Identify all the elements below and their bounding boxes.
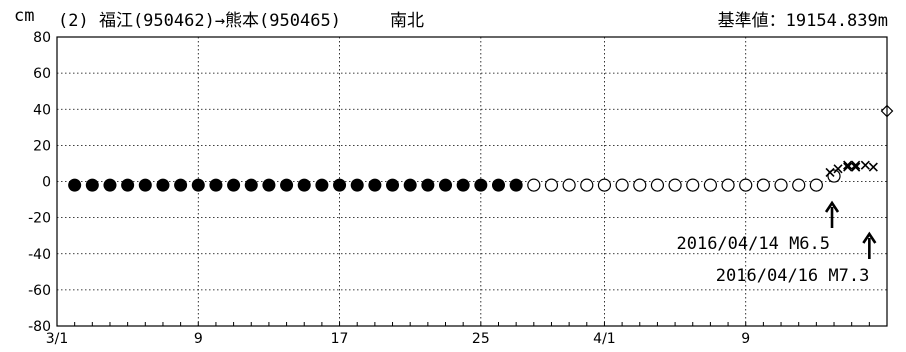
data-point-filled-circle <box>297 178 311 192</box>
data-point-x <box>860 160 870 170</box>
x-ticks: 3/1 9 17 25 4/1 9 <box>46 322 888 347</box>
x-tick-label: 9 <box>194 331 203 347</box>
y-tick-label: -80 <box>28 319 51 335</box>
y-tick-label: -40 <box>28 247 51 263</box>
data-point-open-circle <box>756 178 770 192</box>
data-point-x <box>825 167 835 178</box>
data-point-filled-circle <box>368 178 382 192</box>
data-point-filled-circle <box>386 178 400 192</box>
annotation-arrow-head <box>824 200 840 213</box>
data-point-open-circle <box>703 178 718 192</box>
y-tick-label: 60 <box>33 66 51 82</box>
data-point-filled-circle <box>315 178 329 192</box>
data-point-filled-circle <box>456 178 470 192</box>
y-tick-label: 20 <box>33 138 51 154</box>
data-point-filled-circle <box>491 178 505 192</box>
y-tick-label: 0 <box>42 175 51 191</box>
y-tick-label: -60 <box>28 283 51 299</box>
data-point-open-circle <box>544 178 559 192</box>
data-point-filled-circle <box>68 178 82 192</box>
annotation-arrow-head <box>862 231 877 244</box>
data-point-open-circle <box>580 178 594 192</box>
data-point-filled-circle <box>209 178 223 192</box>
data-point-open-circle <box>721 178 735 192</box>
data-point-filled-circle <box>474 178 488 192</box>
data-point-open-circle <box>809 178 823 192</box>
data-point-filled-circle <box>174 178 188 192</box>
x-tick-label: 3/1 <box>46 331 69 347</box>
data-point-filled-circle <box>156 178 170 192</box>
data-point-x <box>868 162 878 172</box>
annotation-label: 2016/04/14 M6.5 <box>676 234 830 254</box>
data-point-filled-circle <box>244 178 258 192</box>
data-point-filled-circle <box>191 178 205 192</box>
data-point-open-circle <box>686 178 700 192</box>
data-point-open-circle <box>774 178 788 192</box>
x-tick-label: 4/1 <box>593 331 616 347</box>
data-point-x <box>833 164 843 174</box>
data-point-x <box>851 160 861 170</box>
x-tick-label: 17 <box>331 331 349 347</box>
data-point-open-circle <box>792 178 806 192</box>
data-point-open-circle <box>668 178 682 192</box>
data-point-filled-circle <box>138 178 152 192</box>
data-point-filled-circle <box>121 178 135 192</box>
data-point-filled-circle <box>333 178 347 192</box>
data-point-open-circle <box>597 178 612 192</box>
data-point-open-circle <box>650 178 665 192</box>
plot-frame <box>56 36 888 327</box>
data-point-open-circle <box>633 178 647 192</box>
y-axis-unit: cm <box>14 6 35 26</box>
data-point-filled-circle <box>227 178 241 192</box>
data-point-open-circle <box>562 178 576 192</box>
data-point-filled-circle <box>421 178 435 192</box>
chart-direction: 南北 <box>390 11 424 31</box>
data-point-open-circle <box>527 178 541 192</box>
data-points <box>68 104 894 192</box>
annotation-label: 2016/04/16 M7.3 <box>716 266 870 286</box>
data-point-open-circle <box>615 178 629 192</box>
baseline-value: 基準値：19154.839m <box>717 11 888 31</box>
y-tick-label: -20 <box>28 211 51 227</box>
y-tick-label: 40 <box>33 102 51 118</box>
chart-title: (2) 福江(950462)→熊本(950465) <box>58 11 341 31</box>
data-point-x <box>851 162 861 172</box>
data-point-filled-circle <box>350 178 364 192</box>
data-point-filled-circle <box>439 178 453 192</box>
data-point-filled-circle <box>262 178 276 192</box>
data-point-filled-circle <box>509 178 523 192</box>
y-ticks: 80 60 40 20 0 -20 -40 -60 -80 <box>28 30 51 335</box>
x-tick-label: 25 <box>472 331 490 347</box>
y-tick-label: 80 <box>33 30 51 46</box>
data-point-x <box>843 162 853 172</box>
data-point-filled-circle <box>85 178 99 192</box>
x-tick-label: 9 <box>741 331 750 347</box>
data-point-x <box>843 160 853 170</box>
annotations: 2016/04/14 M6.5 2016/04/16 M7.3 <box>676 200 877 286</box>
data-point-filled-circle <box>103 178 117 192</box>
data-point-filled-circle <box>403 178 417 192</box>
data-point-filled-circle <box>280 178 294 192</box>
data-point-open-circle <box>739 178 753 192</box>
